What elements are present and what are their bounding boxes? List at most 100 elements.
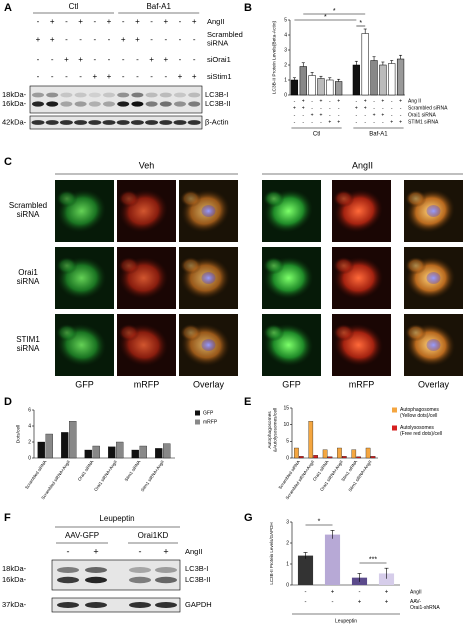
channel-label: GFP: [282, 379, 301, 389]
band: [74, 120, 88, 125]
blot: [51, 597, 181, 613]
row-label: siStim1: [207, 72, 232, 81]
sign: -: [93, 17, 96, 26]
row-label: AngII: [410, 589, 422, 595]
row-label-line: Scrambled: [207, 30, 243, 39]
cell: [333, 323, 355, 342]
band: [155, 602, 177, 608]
sign: +: [399, 119, 402, 125]
band-label: GAPDH: [185, 600, 212, 609]
band: [188, 92, 201, 98]
y-tick-label: 0: [28, 455, 31, 461]
legend-swatch: [195, 410, 200, 416]
cell: [405, 256, 427, 275]
bar: [131, 449, 139, 459]
y-tick-label: 15: [283, 405, 289, 411]
cell: [56, 323, 78, 342]
sign: -: [179, 35, 182, 44]
channel-label: Overlay: [193, 379, 225, 389]
band: [145, 92, 158, 98]
sign: -: [93, 55, 96, 64]
sign: +: [337, 119, 340, 125]
group-label: Baf-A1: [369, 132, 388, 138]
sign: -: [65, 72, 68, 81]
cell: [118, 323, 140, 342]
row-label-line: siRNA: [17, 344, 40, 353]
sign: -: [364, 112, 366, 118]
sign: -: [122, 55, 125, 64]
sign: -: [193, 55, 196, 64]
bar: [308, 421, 314, 459]
blot: [51, 559, 181, 591]
bar: [308, 75, 316, 96]
sign: +: [328, 119, 331, 125]
sign: -: [65, 17, 68, 26]
bar: [163, 443, 171, 459]
sign: +: [178, 72, 183, 81]
row-label: Orai1 siRNA: [17, 268, 40, 286]
band-label: LC3B-I: [205, 90, 228, 99]
blot: [29, 85, 203, 114]
sign: +: [121, 35, 126, 44]
channel-label: mRFP: [349, 379, 375, 389]
sign: -: [51, 72, 54, 81]
band: [59, 120, 73, 125]
y-tick-label: 0: [284, 92, 287, 98]
band: [117, 92, 130, 98]
y-tick-label: 4: [28, 423, 31, 429]
sign: -: [193, 35, 196, 44]
panel-letter: E: [244, 396, 251, 408]
bar: [116, 441, 124, 459]
cell: [180, 189, 202, 208]
sign: -: [294, 119, 296, 125]
bar: [342, 456, 347, 459]
band-label: LC3B-I: [185, 564, 208, 573]
row-label: AngII: [185, 547, 203, 556]
sign: -: [302, 112, 304, 118]
band: [129, 602, 151, 608]
sign: -: [37, 55, 40, 64]
band: [159, 120, 173, 125]
sign: -: [179, 55, 182, 64]
cell: [263, 323, 285, 342]
row-label: AngII: [207, 17, 225, 26]
significance: ***: [369, 556, 377, 563]
y-tick-label: 5: [284, 17, 287, 23]
band: [131, 101, 144, 107]
sign: +: [135, 35, 140, 44]
sign: -: [179, 17, 182, 26]
panel-letter: F: [4, 512, 11, 524]
y-axis-label: Autophagosomes&Autolysosomes/cell: [267, 408, 279, 452]
y-tick-label: 2: [28, 439, 31, 445]
sign: -: [79, 72, 82, 81]
significance: *: [359, 20, 362, 27]
y-tick-label: 5: [286, 439, 289, 445]
treatment-label: Leupeptin: [99, 514, 134, 523]
significance: *: [318, 518, 321, 525]
sign: +: [390, 119, 393, 125]
band-label: LC3B-II: [185, 575, 210, 584]
sign: -: [294, 112, 296, 118]
cell: [405, 323, 427, 342]
sign: +: [192, 72, 197, 81]
blot: [29, 115, 203, 130]
bar: [378, 573, 395, 585]
sign: -: [305, 590, 307, 596]
sign: -: [311, 105, 313, 111]
legend-swatch: [195, 419, 200, 425]
sign: -: [329, 112, 331, 118]
y-tick-label: 2: [286, 540, 289, 546]
row-label: Ang II: [408, 98, 421, 104]
legend-label: Autophagosomes (Yellow dots)/cell: [400, 407, 439, 419]
y-tick-label: 1: [284, 77, 287, 83]
bar: [388, 63, 396, 96]
row-label: siOrai1: [207, 55, 231, 64]
bar: [299, 66, 307, 96]
nucleus: [426, 272, 441, 284]
sign: -: [311, 98, 313, 104]
row-label: Orai1 siRNA: [408, 112, 436, 118]
y-axis-label: LC3B-II Protein Levels(Beta-Actin): [271, 20, 277, 94]
nucleus: [426, 205, 441, 217]
band: [60, 101, 73, 107]
